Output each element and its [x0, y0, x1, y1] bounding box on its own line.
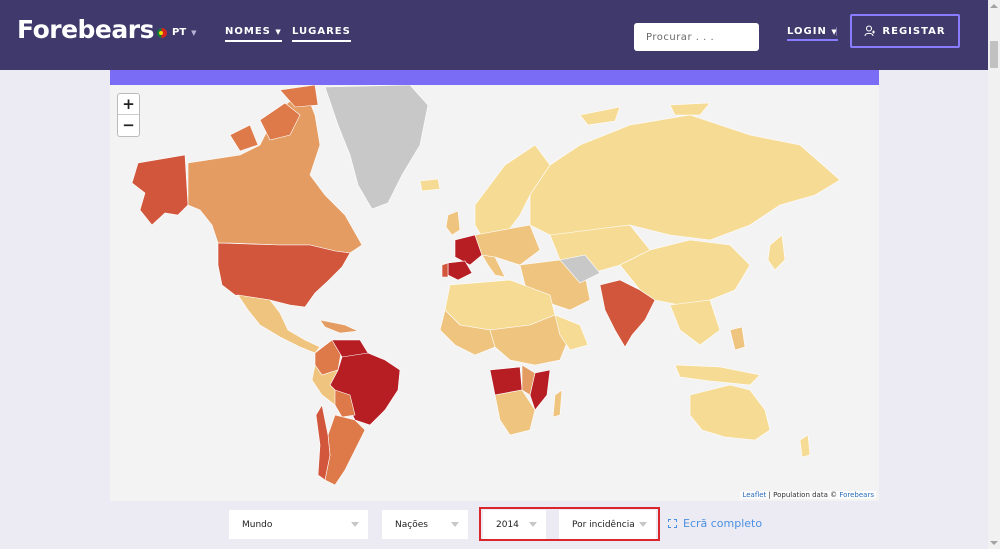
china-region	[619, 239, 751, 306]
japan-region	[767, 234, 786, 271]
portugal-flag-icon	[157, 27, 167, 38]
southern-africa-region	[494, 389, 536, 436]
site-header: Forebears PT ▼ NOMES ▼ LUGARES LOGIN ▼ |…	[0, 0, 988, 70]
region-value: Mundo	[242, 519, 273, 530]
expand-icon	[668, 519, 677, 528]
register-button[interactable]: REGISTAR	[850, 14, 960, 48]
arctic-islands	[579, 102, 711, 126]
register-label: REGISTAR	[882, 25, 946, 37]
metric-value: Por incidência	[572, 519, 635, 530]
nav-lugares-label: LUGARES	[292, 26, 351, 37]
usa-region	[217, 242, 351, 308]
fullscreen-button[interactable]: Ecrã completo	[668, 517, 762, 530]
language-selector[interactable]: PT ▼	[157, 27, 197, 38]
page-scrollbar[interactable]	[988, 0, 1000, 549]
central-africa-region	[489, 314, 571, 366]
year-value: 2014	[496, 519, 519, 530]
zoom-in-button[interactable]: +	[118, 94, 139, 115]
level-value: Nações	[395, 519, 428, 530]
australia-region	[689, 384, 771, 441]
login-label: LOGIN	[787, 26, 827, 37]
level-select[interactable]: Nações	[382, 510, 468, 539]
portugal-region	[441, 262, 449, 278]
zoom-out-button[interactable]: −	[122, 116, 135, 134]
southeast-asia-region	[669, 299, 721, 346]
east-africa-region	[521, 364, 536, 396]
map-svg[interactable]	[110, 85, 879, 501]
nav-nomes-label: NOMES	[225, 26, 271, 37]
uk-region	[445, 210, 461, 236]
greenland-region	[324, 85, 429, 210]
horn-africa-region	[554, 314, 589, 351]
philippines-region	[729, 326, 746, 351]
new-zealand-region	[799, 434, 811, 458]
language-code: PT	[172, 27, 187, 38]
attribution-text: | Population data ©	[768, 491, 838, 499]
west-africa-region	[439, 309, 496, 356]
metric-select[interactable]: Por incidência	[559, 510, 656, 539]
northern-europe-region	[474, 144, 551, 238]
scroll-up-arrow-icon[interactable]	[990, 4, 998, 8]
scroll-thumb[interactable]	[990, 41, 998, 68]
year-select[interactable]: 2014	[483, 510, 546, 539]
mexico-region	[237, 294, 321, 354]
map-attribution: Leaflet | Population data © Forebears	[740, 491, 876, 499]
france-region	[454, 234, 483, 266]
fullscreen-label: Ecrã completo	[683, 517, 763, 530]
russia-region	[529, 114, 841, 241]
indonesia-region	[674, 364, 761, 386]
bolivia-region	[334, 389, 356, 418]
nav-lugares[interactable]: LUGARES	[292, 26, 351, 42]
user-add-icon	[864, 25, 876, 37]
afghanistan-region	[559, 254, 601, 284]
chevron-down-icon	[451, 522, 459, 527]
world-choropleth-map[interactable]: + − Leaflet | Population data © Forebear…	[110, 85, 879, 501]
forebears-link[interactable]: Forebears	[839, 491, 874, 499]
login-separator: |	[835, 27, 839, 37]
search-input[interactable]	[634, 23, 759, 51]
site-logo[interactable]: Forebears	[17, 15, 154, 44]
madagascar-region	[552, 389, 563, 418]
chevron-down-icon: ▼	[275, 28, 282, 36]
chevron-down-icon	[351, 522, 359, 527]
iceland-region	[419, 178, 441, 192]
india-region	[599, 279, 656, 348]
leaflet-link[interactable]: Leaflet	[742, 491, 767, 499]
canada-islands	[229, 85, 319, 152]
region-select[interactable]: Mundo	[229, 510, 368, 539]
scroll-down-arrow-icon[interactable]	[990, 541, 998, 545]
chevron-down-icon	[529, 522, 537, 527]
chile-region	[315, 404, 331, 481]
nav-nomes[interactable]: NOMES ▼	[225, 26, 282, 42]
chevron-down-icon: ▼	[831, 28, 838, 36]
chevron-down-icon: ▼	[191, 28, 197, 37]
login-dropdown[interactable]: LOGIN ▼	[787, 26, 838, 41]
alaska-region	[131, 154, 189, 226]
caribbean-region	[319, 319, 360, 334]
map-header-strip	[110, 70, 879, 85]
argentina-region	[324, 414, 366, 486]
chevron-down-icon	[639, 522, 647, 527]
selection-highlight	[479, 507, 660, 541]
zoom-control: + −	[117, 93, 140, 137]
